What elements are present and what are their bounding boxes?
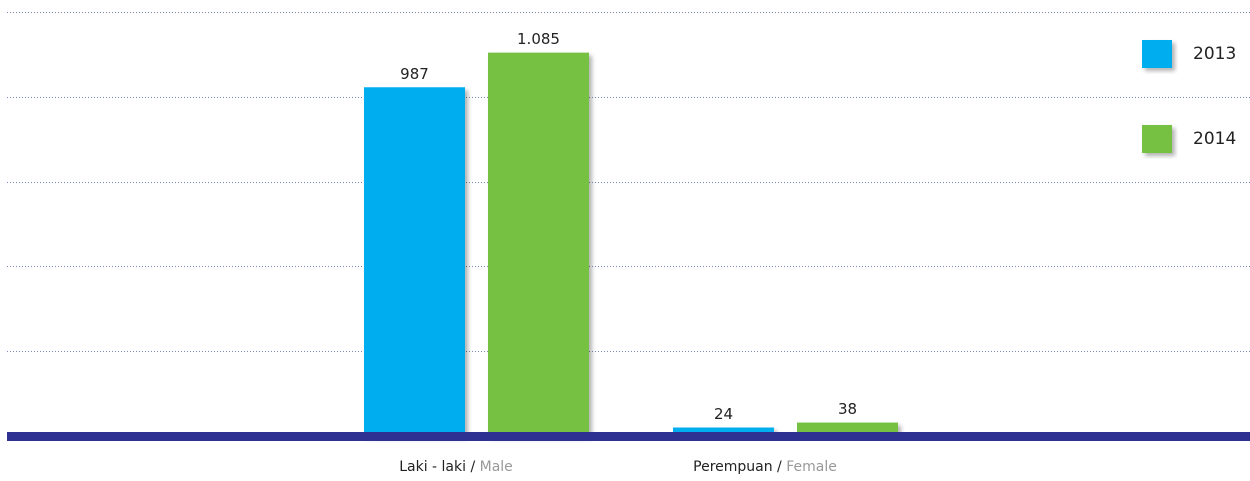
baseline bbox=[7, 432, 1250, 441]
data-label: 24 bbox=[714, 405, 733, 423]
legend-swatch bbox=[1142, 40, 1172, 68]
legend-label: 2013 bbox=[1193, 44, 1236, 64]
category-english: Male bbox=[480, 459, 513, 475]
x-tick-label: Laki - laki / Male bbox=[399, 459, 513, 475]
data-label: 1.085 bbox=[517, 30, 560, 48]
legend-swatch bbox=[1142, 125, 1172, 153]
category-local: Laki - laki / bbox=[399, 459, 475, 475]
category-english: Female bbox=[786, 459, 837, 475]
category-local: Perempuan / bbox=[693, 459, 782, 475]
data-label: 987 bbox=[400, 65, 429, 83]
bar bbox=[488, 52, 589, 437]
data-label: 38 bbox=[838, 400, 857, 418]
bar bbox=[364, 87, 465, 436]
legend-label: 2014 bbox=[1193, 129, 1236, 149]
bar bbox=[673, 427, 774, 436]
x-tick-label: Perempuan / Female bbox=[693, 459, 837, 475]
